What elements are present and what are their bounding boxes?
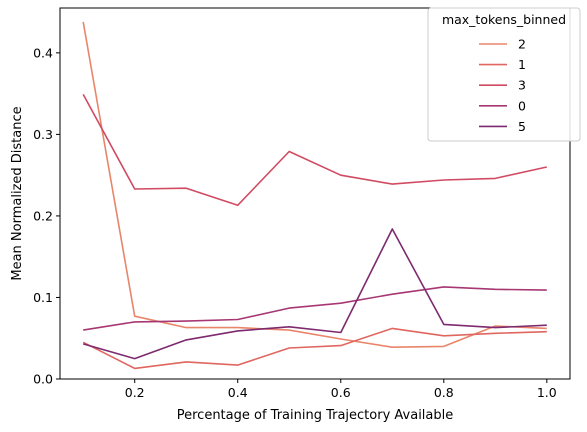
- y-tick-label: 0.0: [33, 372, 53, 387]
- legend-box: [428, 8, 580, 141]
- x-axis: 0.2 0.4 0.6 0.8 1.0: [125, 379, 557, 400]
- x-tick-label: 1.0: [537, 385, 557, 400]
- x-tick-label: 0.4: [228, 385, 248, 400]
- y-tick-label: 0.2: [33, 208, 53, 223]
- legend: max_tokens_binned 2 1 3 0 5: [428, 8, 580, 141]
- series-line-5: [83, 229, 547, 359]
- x-tick-label: 0.8: [434, 385, 454, 400]
- legend-label-0: 0: [518, 98, 526, 113]
- x-axis-label: Percentage of Training Trajectory Availa…: [177, 408, 454, 423]
- y-tick-label: 0.3: [33, 127, 53, 142]
- y-tick-label: 0.1: [33, 290, 53, 305]
- legend-label-2: 2: [518, 37, 526, 52]
- y-axis-label: Mean Normalized Distance: [10, 106, 25, 280]
- y-tick-label: 0.4: [33, 45, 53, 60]
- legend-label-5: 5: [518, 119, 526, 134]
- legend-label-3: 3: [518, 78, 526, 93]
- x-tick-label: 0.2: [125, 385, 145, 400]
- legend-title: max_tokens_binned: [442, 12, 566, 27]
- series-line-0: [83, 287, 547, 330]
- y-axis: 0.0 0.1 0.2 0.3 0.4: [33, 45, 60, 386]
- legend-label-1: 1: [518, 57, 526, 72]
- x-tick-label: 0.6: [331, 385, 351, 400]
